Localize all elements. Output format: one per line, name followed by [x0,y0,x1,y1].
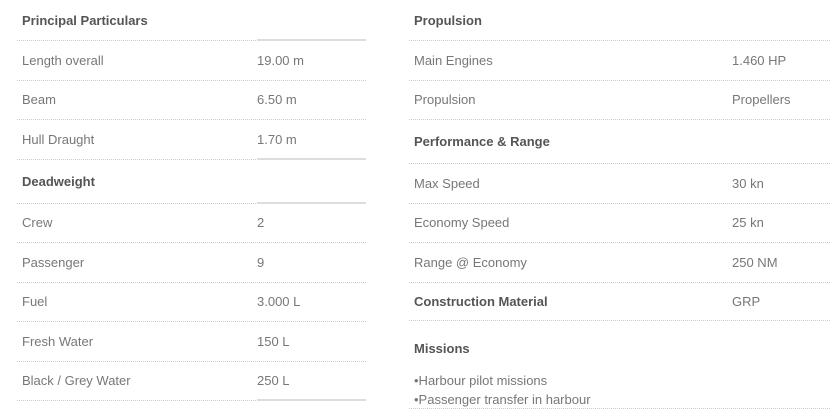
missions-section: Missions •Harbour pilot missions •Passen… [409,321,830,409]
table-row: Propulsion Propellers [409,81,830,120]
row-label: Length overall [22,52,104,68]
row-value: 9 [257,254,265,270]
row-value: 150 L [257,333,290,349]
row-label: Construction Material [414,293,548,309]
section-title: Missions [414,340,470,356]
table-row: Crew 2 [17,204,366,243]
list-item: •Passenger transfer in harbour [414,391,591,407]
table-row: Main Engines 1.460 HP [409,41,830,81]
row-value: 25 kn [732,215,764,231]
section-title: Propulsion [414,12,482,28]
row-value: 3.000 L [257,294,301,310]
row-label: Max Speed [414,175,480,191]
row-label: Hull Draught [22,131,95,147]
list-item: •Harbour pilot missions [414,372,548,388]
table-row: Black / Grey Water 250 L [17,362,366,401]
section-header: Performance & Range [409,120,830,164]
propulsion-table: Propulsion Main Engines 1.460 HP Propulsi… [409,0,830,409]
row-label: Propulsion [414,92,476,108]
row-label: Beam [22,92,56,108]
row-value: 19.00 m [257,52,304,68]
row-label: Range @ Economy [414,254,527,270]
section-header: Principal Particulars [17,0,366,41]
section-title: Deadweight [22,173,95,189]
row-value: GRP [732,293,761,309]
table-row: Length overall 19.00 m [17,41,366,81]
row-label: Economy Speed [414,215,510,231]
row-value: 250 L [257,373,290,389]
section-title: Principal Particulars [22,12,148,28]
table-row: Construction Material GRP [409,283,830,321]
row-label: Passenger [22,254,85,270]
table-row: Fuel 3.000 L [17,283,366,322]
row-value: 30 kn [732,175,764,191]
table-row: Fresh Water 150 L [17,322,366,362]
row-label: Main Engines [414,52,493,68]
section-header: Propulsion [409,0,830,41]
table-row: Beam 6.50 m [17,81,366,120]
principal-particulars-table: Principal Particulars Length overall 19.0… [17,0,366,401]
row-value: 1.70 m [257,131,297,147]
row-label: Black / Grey Water [22,373,131,389]
row-value: 1.460 HP [732,52,787,68]
section-title: Performance & Range [414,134,550,149]
table-row: Hull Draught 1.70 m [17,120,366,160]
row-label: Fuel [22,294,48,310]
row-value: Propellers [732,92,791,108]
missions-list: •Harbour pilot missions •Passenger trans… [414,371,830,409]
row-label: Fresh Water [22,333,94,349]
table-row: Economy Speed 25 kn [409,204,830,243]
row-value: 6.50 m [257,92,297,108]
row-label: Crew [22,215,53,231]
table-row: Max Speed 30 kn [409,164,830,204]
row-value: 2 [257,215,265,231]
section-header: Deadweight [17,160,366,204]
table-row: Passenger 9 [17,243,366,283]
table-row: Range @ Economy 250 NM [409,243,830,283]
row-value: 250 NM [732,254,778,270]
